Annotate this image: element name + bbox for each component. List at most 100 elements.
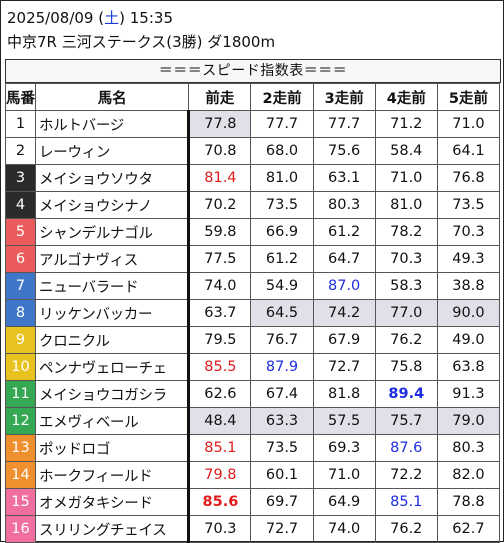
speed-index-cell: 58.3 <box>374 272 438 300</box>
speed-index-cell: 77.5 <box>188 245 252 273</box>
speed-index-cell: 81.4 <box>188 164 252 192</box>
table-row: 6 アルゴナヴィス 77.5 61.2 64.7 70.3 49.3 <box>4 245 501 273</box>
speed-index-cell: 67.4 <box>250 380 314 408</box>
speed-index-cell: 89.4 <box>374 380 438 408</box>
speed-index-cell: 82.0 <box>436 461 501 489</box>
table-row: 1 ホルトバージ 77.8 77.7 77.7 71.2 71.0 <box>4 110 501 138</box>
race-info: 中京7R 三河ステークス(3勝) ダ1800m <box>7 33 276 51</box>
horse-name: シャンデルナゴル <box>35 218 191 246</box>
horse-number: 3 <box>4 164 37 192</box>
speed-index-cell: 64.7 <box>312 245 376 273</box>
horse-name: レーウィン <box>35 137 191 165</box>
speed-index-cell: 48.4 <box>188 407 252 435</box>
speed-index-cell: 64.9 <box>312 488 376 516</box>
speed-index-cell: 67.9 <box>312 326 376 354</box>
speed-index-cell: 79.8 <box>188 461 252 489</box>
speed-index-cell: 79.5 <box>188 326 252 354</box>
speed-index-cell: 38.8 <box>436 272 501 300</box>
horse-name: オメガタキシード <box>35 488 191 516</box>
speed-index-cell: 81.8 <box>312 380 376 408</box>
speed-index-cell: 73.5 <box>250 191 314 219</box>
speed-index-cell: 90.0 <box>436 299 501 327</box>
speed-index-cell: 72.7 <box>312 353 376 381</box>
speed-index-cell: 87.0 <box>312 272 376 300</box>
horse-name: エメヴィベール <box>35 407 191 435</box>
table-row: 10 ペンナヴェローチェ 85.5 87.9 72.7 75.8 63.8 <box>4 353 501 381</box>
table-row: 15 オメガタキシード 85.6 69.7 64.9 85.1 78.8 <box>4 488 501 516</box>
horse-name: ホークフィールド <box>35 461 191 489</box>
speed-index-cell: 81.0 <box>374 191 438 219</box>
speed-index-cell: 73.5 <box>250 434 314 462</box>
race-date: 2025/08/09 <box>7 9 94 27</box>
speed-index-cell: 59.8 <box>188 218 252 246</box>
horse-name: メイショウソウタ <box>35 164 191 192</box>
horse-number: 7 <box>4 272 37 300</box>
speed-index-cell: 72.2 <box>374 461 438 489</box>
table-row: 2 レーウィン 70.8 68.0 75.6 58.4 64.1 <box>4 137 501 165</box>
speed-index-table: 馬番 馬名 前走 2走前 3走前 4走前 5走前 1 ホルトバージ 77.8 77.7… <box>4 83 501 543</box>
horse-number: 13 <box>4 434 37 462</box>
horse-name: クロニクル <box>35 326 191 354</box>
speed-index-cell: 85.6 <box>188 488 252 516</box>
speed-index-cell: 71.0 <box>374 164 438 192</box>
speed-index-cell: 73.5 <box>436 191 501 219</box>
column-header-5th: 5走前 <box>436 83 501 111</box>
speed-index-cell: 60.1 <box>250 461 314 489</box>
speed-index-cell: 61.2 <box>250 245 314 273</box>
speed-index-cell: 62.7 <box>436 515 501 543</box>
horse-number: 12 <box>4 407 37 435</box>
speed-index-cell: 85.1 <box>188 434 252 462</box>
horse-number: 10 <box>4 353 37 381</box>
datetime-line: 2025/08/09 (土) 15:35 <box>7 8 173 28</box>
speed-index-cell: 72.7 <box>250 515 314 543</box>
horse-number: 14 <box>4 461 37 489</box>
speed-index-cell: 76.7 <box>250 326 314 354</box>
horse-name: メイショウシナノ <box>35 191 191 219</box>
table-row: 9 クロニクル 79.5 76.7 67.9 76.2 49.0 <box>4 326 501 354</box>
table-row: 3 メイショウソウタ 81.4 81.0 63.1 71.0 76.8 <box>4 164 501 192</box>
speed-index-cell: 69.7 <box>250 488 314 516</box>
speed-index-cell: 87.9 <box>250 353 314 381</box>
speed-index-cell: 71.0 <box>312 461 376 489</box>
horse-name: ニューバラード <box>35 272 191 300</box>
speed-index-cell: 70.2 <box>188 191 252 219</box>
speed-index-cell: 77.7 <box>312 110 376 138</box>
speed-index-cell: 80.3 <box>312 191 376 219</box>
race-time: 15:35 <box>129 9 173 27</box>
speed-index-cell: 91.3 <box>436 380 501 408</box>
speed-index-cell: 64.1 <box>436 137 501 165</box>
horse-name: メイショウコガシラ <box>35 380 191 408</box>
speed-index-cell: 70.3 <box>436 218 501 246</box>
horse-number: 6 <box>4 245 37 273</box>
speed-index-cell: 74.0 <box>188 272 252 300</box>
speed-index-cell: 76.2 <box>374 515 438 543</box>
speed-index-cell: 74.0 <box>312 515 376 543</box>
horse-number: 5 <box>4 218 37 246</box>
speed-index-banner: ＝＝＝スピード指数表＝＝＝ <box>5 59 501 83</box>
speed-index-cell: 70.8 <box>188 137 252 165</box>
speed-index-cell: 58.4 <box>374 137 438 165</box>
horse-number: 8 <box>4 299 37 327</box>
table-row: 5 シャンデルナゴル 59.8 66.9 61.2 78.2 70.3 <box>4 218 501 246</box>
speed-index-cell: 54.9 <box>250 272 314 300</box>
speed-index-cell: 71.0 <box>436 110 501 138</box>
horse-number: 16 <box>4 515 37 543</box>
horse-number: 9 <box>4 326 37 354</box>
column-header-4th: 4走前 <box>374 83 438 111</box>
speed-index-cell: 64.5 <box>250 299 314 327</box>
speed-index-cell: 49.0 <box>436 326 501 354</box>
speed-index-cell: 85.5 <box>188 353 252 381</box>
horse-name: アルゴナヴィス <box>35 245 191 273</box>
horse-name: スリリングチェイス <box>35 515 191 543</box>
horse-name: ホルトバージ <box>35 110 191 138</box>
table-row: 4 メイショウシナノ 70.2 73.5 80.3 81.0 73.5 <box>4 191 501 219</box>
table-row: 13 ポッドロゴ 85.1 73.5 69.3 87.6 80.3 <box>4 434 501 462</box>
column-header-name: 馬名 <box>35 83 190 111</box>
speed-index-cell: 85.1 <box>374 488 438 516</box>
speed-index-cell: 70.3 <box>374 245 438 273</box>
speed-index-cell: 70.3 <box>188 515 252 543</box>
speed-index-cell: 76.8 <box>436 164 501 192</box>
speed-index-cell: 63.7 <box>188 299 252 327</box>
table-row: 12 エメヴィベール 48.4 63.3 57.5 75.7 79.0 <box>4 407 501 435</box>
